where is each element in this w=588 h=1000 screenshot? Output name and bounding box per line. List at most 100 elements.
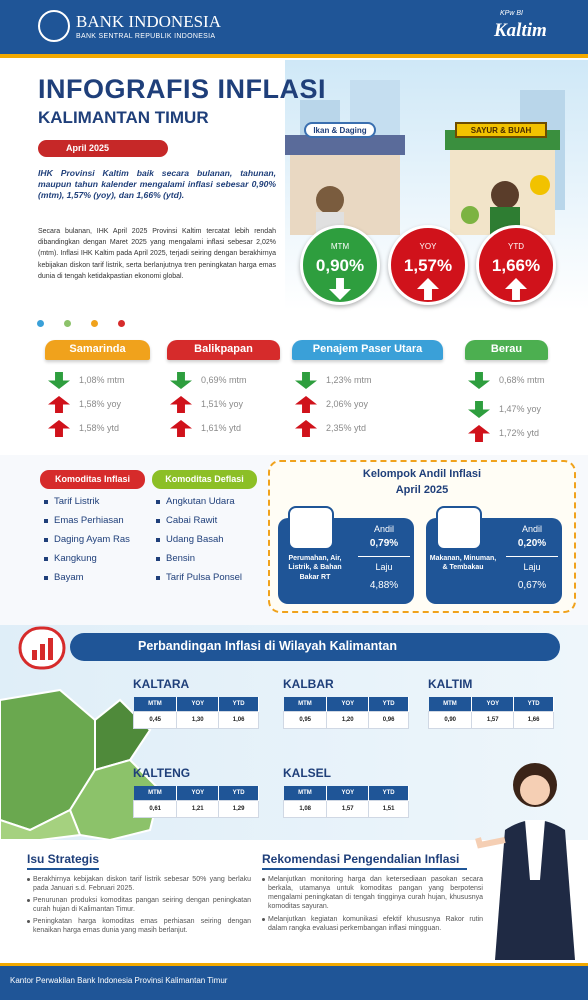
andil-title: Kelompok Andil Inflasi <box>362 468 482 480</box>
komoditas-title: Komoditas Inflasi <box>40 470 145 489</box>
arrow-shape <box>468 425 490 442</box>
andil-group: Perumahan, Air, Listrik, & Bahan Bakar R… <box>288 555 342 581</box>
arrow-up <box>170 420 192 437</box>
komoditas-title: Komoditas Deflasi <box>152 470 257 489</box>
city-pill: Penajem Paser Utara <box>292 340 443 360</box>
arrow-shape <box>329 278 351 300</box>
komoditas-item: Udang Basah <box>166 534 224 545</box>
table-row: MTM YOY YTD <box>133 786 259 801</box>
header-cell: YOY <box>471 697 515 712</box>
arrow-up <box>468 425 490 442</box>
header-cell: YTD <box>368 697 409 712</box>
footer: Kantor Perwakilan Bank Indonesia Provins… <box>10 976 228 985</box>
header-cell: YTD <box>218 786 259 801</box>
value-cell: 1,30 <box>176 711 220 729</box>
arrow-shape <box>505 278 527 300</box>
region-name: KALTENG <box>133 766 191 780</box>
arrow-shape <box>48 372 70 389</box>
table: MTM YOY YTD 1,08 1,57 1,51 <box>282 786 409 818</box>
komoditas-item: Tarif Listrik <box>54 496 100 507</box>
headline-label: YTD <box>508 242 524 251</box>
arrow-down <box>468 401 490 418</box>
andil-label: Andil <box>521 524 542 534</box>
header-cell: YOY <box>176 697 220 712</box>
bullet <box>156 519 160 523</box>
bullet <box>44 519 48 523</box>
andil-label: Andil <box>373 524 394 534</box>
section-item: Melanjutkan kegiatan komunikasi efektif … <box>268 916 483 933</box>
andil-subtitle: April 2025 <box>395 484 449 496</box>
region-table: MTM YOY YTD 1,08 1,57 1,51 <box>282 786 409 818</box>
headline-value: 1,66% <box>491 256 541 275</box>
bullet <box>156 576 160 580</box>
laju-value: 4,88% <box>369 580 399 591</box>
komoditas-item: Kangkung <box>54 553 97 564</box>
bullet <box>44 576 48 580</box>
table-row: MTM YOY YTD <box>283 697 409 712</box>
value-cell: 0,90 <box>427 711 473 729</box>
headline-label: YOY <box>419 242 437 251</box>
arrow-up <box>417 278 439 300</box>
divider <box>506 556 558 557</box>
bullet <box>156 557 160 561</box>
city-change: 1,58% ytd <box>79 423 120 433</box>
section-title: Rekomendasi Pengendalian Inflasi <box>262 852 460 866</box>
city-change: 2,35% ytd <box>326 423 367 433</box>
table-row: 0,90 1,57 1,66 <box>427 711 554 729</box>
table-row: MTM YOY YTD <box>283 786 409 801</box>
arrow-shape <box>170 420 192 437</box>
arrow-shape <box>170 372 192 389</box>
region-name: KALSEL <box>283 766 331 780</box>
bullet <box>44 500 48 504</box>
bullet <box>27 899 30 902</box>
andil-card: Perumahan, Air, Listrik, & Bahan Bakar R… <box>278 506 414 604</box>
city-change: 1,61% ytd <box>201 423 242 433</box>
city-pill: Samarinda <box>45 340 150 360</box>
arrow-shape <box>417 278 439 300</box>
section-item: Penurunan produksi komoditas pangan seir… <box>33 897 251 914</box>
market-sign: SAYUR & BUAH <box>455 122 547 138</box>
table: MTM YOY YTD 0,45 1,30 1,06 <box>132 697 259 729</box>
value-cell: 1,20 <box>326 711 370 729</box>
value-cell: 1,66 <box>513 711 554 729</box>
header-cell: MTM <box>133 786 178 801</box>
komoditas-item: Cabai Rawit <box>166 515 218 526</box>
market-sign: Ikan & Daging <box>304 122 376 138</box>
arrow-shape <box>295 420 317 437</box>
table-row: 0,95 1,20 0,96 <box>282 711 409 729</box>
bullet <box>44 538 48 542</box>
table-row: MTM YOY YTD <box>133 697 259 712</box>
intro-body: Secara bulanan, IHK April 2025 Provinsi … <box>38 228 276 280</box>
city-change: 1,58% yoy <box>79 399 122 409</box>
region-name: KALTIM <box>428 677 473 691</box>
arrow-shape <box>170 396 192 413</box>
divider <box>358 556 410 557</box>
city-change: 1,72% ytd <box>499 428 540 438</box>
arrow-up <box>505 278 527 300</box>
andil-icon <box>436 506 482 550</box>
bullet <box>262 918 265 921</box>
laju-label: Laju <box>375 562 393 572</box>
table-row: 0,61 1,21 1,29 <box>132 800 259 818</box>
city-change: 1,47% yoy <box>499 404 542 414</box>
arrow-shape <box>468 401 490 418</box>
header-cell: MTM <box>428 697 473 712</box>
headline-label: MTM <box>330 242 350 251</box>
region-table: MTM YOY YTD 0,90 1,57 1,66 <box>427 697 554 729</box>
header-cell: YOY <box>326 786 370 801</box>
arrow-up <box>295 396 317 413</box>
section-item: Peningkatan harga komoditas emas perhias… <box>33 918 251 935</box>
bullet <box>156 538 160 542</box>
table-row: MTM YOY YTD <box>428 697 554 712</box>
arrow-up <box>170 396 192 413</box>
value-cell: 1,57 <box>471 711 515 729</box>
dot <box>118 320 125 327</box>
komoditas-item: Angkutan Udara <box>166 496 235 507</box>
headline-value: 0,90% <box>315 256 365 275</box>
value-cell: 1,29 <box>218 800 259 818</box>
region-table: MTM YOY YTD 0,95 1,20 0,96 <box>282 697 409 729</box>
section-title: Isu Strategis <box>27 852 100 866</box>
section-underline <box>262 868 467 870</box>
region-name: KALTARA <box>133 677 190 691</box>
